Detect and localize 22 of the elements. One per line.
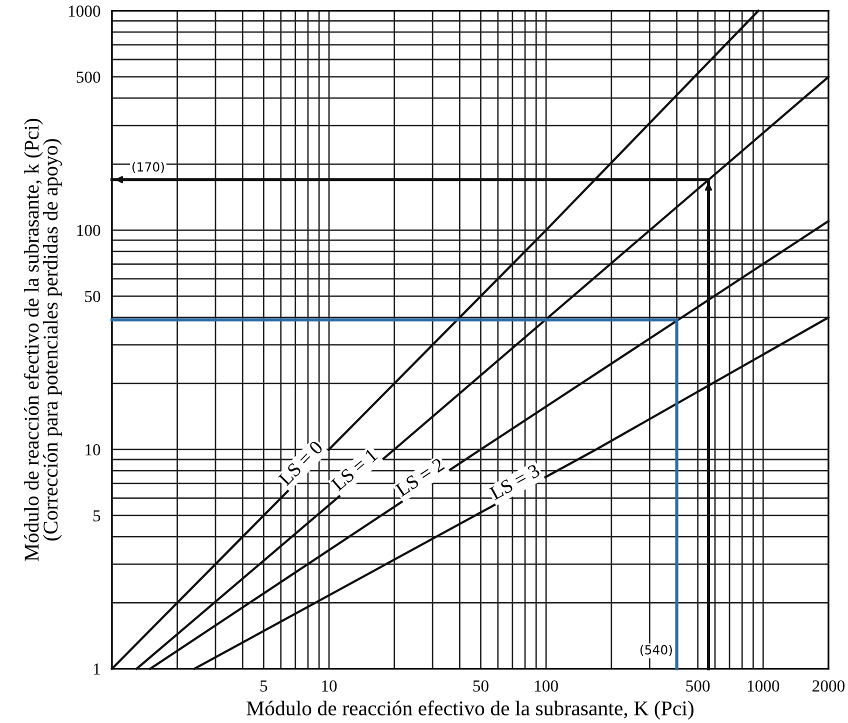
annotation: (540) [640, 644, 672, 656]
x-tick-label: 1000 [748, 680, 780, 692]
y-axis-title: Módulo de reacción efectivo de la subrasante, k (Pci) (Corrección para potenciales perdidas de apoyo) [24, 118, 62, 562]
text: LS = 3 [488, 464, 541, 500]
y-tick-label: 5 [93, 510, 100, 522]
x-tick-label: 100 [535, 680, 558, 692]
y-tick-label: 100 [77, 224, 100, 236]
x-tick-label: 5 [260, 680, 268, 692]
y-tick-label: 10 [86, 444, 100, 456]
y-tick-label: 500 [76, 72, 100, 83]
x-tick-label: 50 [473, 680, 488, 692]
y-tick-label: 1 [94, 664, 100, 675]
annotation: (170) [132, 162, 164, 174]
x-axis-title: Módulo de reacción efectivo de la subrasante, K (Pci) [246, 700, 694, 720]
x-tick-label: 2000 [812, 680, 845, 692]
text: LS = 1 [330, 448, 378, 492]
y-tick-label: 50 [85, 290, 100, 302]
text: LS = 2 [394, 458, 445, 497]
x-tick-label: 10 [322, 680, 337, 692]
x-tick-label: 500 [686, 680, 710, 692]
y-tick-label: 1000 [68, 6, 100, 17]
text: LS = 0 [278, 440, 324, 486]
